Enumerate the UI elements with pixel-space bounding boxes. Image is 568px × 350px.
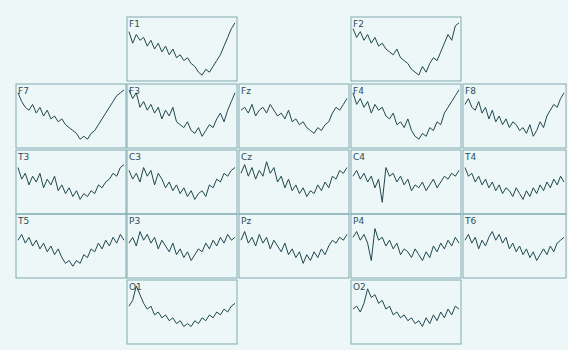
channel-label: T6 [464,216,476,226]
eeg-trace [129,286,235,327]
eeg-trace [353,90,459,139]
panel-frame [351,84,461,148]
trace-group [353,289,459,327]
trace-group [241,162,347,197]
panel-frame [127,84,237,148]
eeg-trace [129,168,235,200]
eeg-trace [18,90,124,139]
channel-label: O1 [129,282,142,292]
channel-panel: Fz [239,84,349,148]
channel-label: F8 [465,86,476,96]
channel-label: C4 [353,152,365,162]
panel-frame [239,214,349,278]
panel-frame [463,214,566,278]
trace-group [353,229,459,261]
eeg-trace [353,289,459,327]
channel-panel: O2 [351,280,461,344]
trace-group [465,232,564,261]
channel-panel: T6 [463,214,566,278]
panel-frame [239,84,349,148]
panel-frame [16,214,126,278]
trace-group [353,168,459,203]
panel-frame [351,17,461,81]
panel-frame [351,150,461,214]
channel-label: Cz [241,152,252,162]
panel-frame [127,150,237,214]
channel-panel: P4 [351,214,461,278]
channel-panel: T5 [16,214,126,278]
channel-label: F7 [18,86,29,96]
panel-frame [127,280,237,344]
eeg-trace [353,229,459,261]
channel-panel: F1 [127,17,237,81]
trace-group [465,168,564,200]
panel-frame [463,84,566,148]
channel-label: F3 [129,86,140,96]
trace-group [241,99,347,134]
eeg-trace [18,165,124,200]
background [0,0,568,350]
panel-frame [16,150,126,214]
eeg-trace [129,232,235,261]
channel-label: P3 [129,216,140,226]
channel-label: O2 [353,282,366,292]
trace-group [129,286,235,327]
channel-label: Fz [241,86,251,96]
trace-group [18,165,124,200]
channel-panel: O1 [127,280,237,344]
channel-panel: F8 [463,84,566,148]
channel-label: T5 [17,216,29,226]
eeg-trace [353,168,459,203]
panel-frame [239,150,349,214]
panel-frame [351,214,461,278]
channel-panel: T3 [16,150,126,214]
channel-label: F1 [129,19,140,29]
eeg-trace [465,168,564,200]
eeg-trace [465,93,564,137]
channel-panel: F7 [16,84,126,148]
eeg-trace [241,99,347,134]
trace-group [129,90,235,136]
channel-panel: P3 [127,214,237,278]
channel-label: T3 [17,152,29,162]
eeg-trace [353,23,459,75]
trace-group [465,93,564,137]
eeg-trace [18,234,124,266]
channel-panel: Pz [239,214,349,278]
channel-label: F2 [353,19,364,29]
channel-label: P4 [353,216,364,226]
channel-label: F4 [353,86,364,96]
channel-panel: T4 [463,150,566,214]
trace-group [241,232,347,264]
panel-frame [463,150,566,214]
trace-group [18,90,124,139]
eeg-montage: F1 F2 F7 F3 Fz F4 F8 T3 C3 Cz C4 T4 T5 P3 Pz P4 T6 O1 O2 [0,0,568,350]
trace-group [353,23,459,75]
trace-group [18,234,124,266]
trace-group [129,168,235,200]
channel-label: C3 [129,152,141,162]
eeg-trace [241,162,347,197]
eeg-trace [241,232,347,264]
panel-frame [127,214,237,278]
panel-frame [127,17,237,81]
channel-label: Pz [241,216,251,226]
trace-group [353,90,459,139]
channel-panel: F2 [351,17,461,81]
panel-frame [351,280,461,344]
eeg-trace [129,90,235,136]
trace-group [129,232,235,261]
channel-panel: C4 [351,150,461,214]
channel-panel: F4 [351,84,461,148]
eeg-trace [129,23,235,75]
trace-group [129,23,235,75]
channel-panel: Cz [239,150,349,214]
eeg-trace [465,232,564,261]
channel-panel: C3 [127,150,237,214]
channel-label: T4 [464,152,476,162]
channel-panel: F3 [127,84,237,148]
panel-frame [16,84,126,148]
